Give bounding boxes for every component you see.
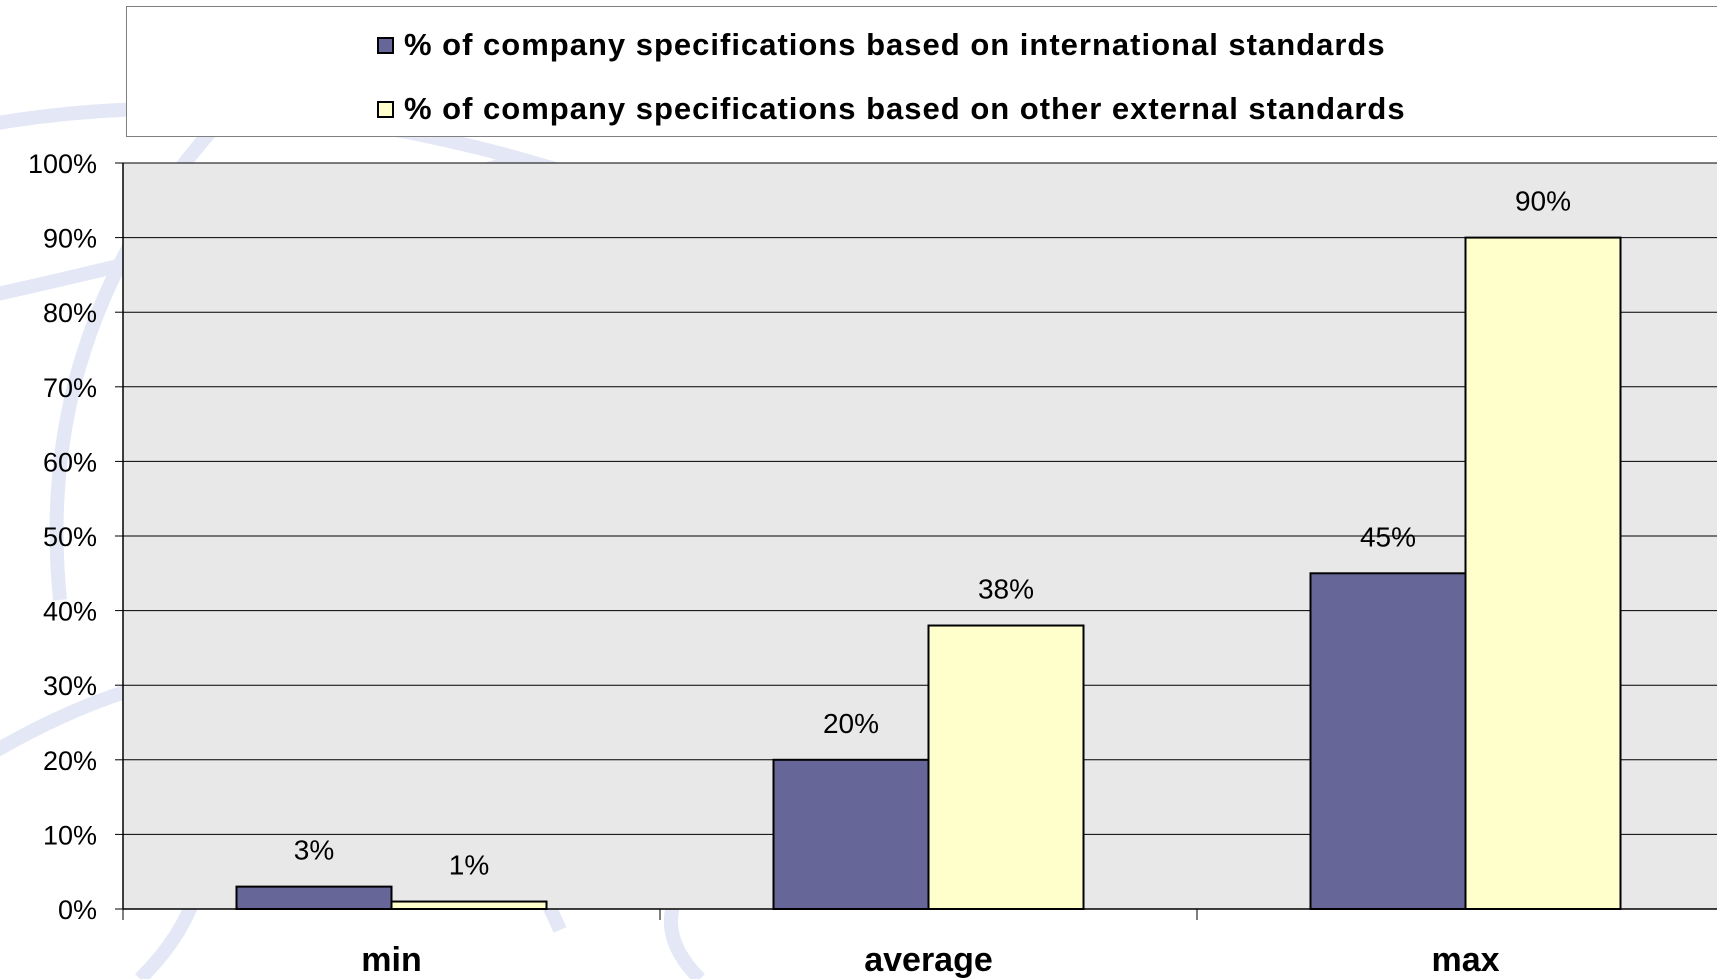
y-tick-label: 100% — [28, 149, 97, 179]
data-label: 90% — [1515, 186, 1571, 217]
data-label: 3% — [294, 835, 334, 866]
bar-max-series-1 — [1309, 572, 1467, 910]
y-tick-label: 40% — [43, 597, 97, 627]
bar-min-series-2 — [390, 900, 548, 910]
legend-item-international: % of company specifications based on int… — [377, 27, 1386, 63]
legend-swatch-external — [377, 100, 394, 118]
bar-min-series-1 — [235, 885, 393, 910]
y-tick-label: 10% — [43, 820, 97, 850]
legend-label-external: % of company specifications based on oth… — [404, 91, 1406, 126]
legend-swatch-international — [377, 36, 394, 54]
y-tick-label: 70% — [43, 373, 97, 403]
x-tick-label: max — [1431, 941, 1499, 979]
bar-average-series-1 — [772, 758, 930, 910]
data-label: 20% — [823, 708, 879, 739]
y-tick-label: 0% — [58, 895, 97, 925]
legend-item-external: % of company specifications based on oth… — [377, 91, 1406, 127]
y-tick-label: 50% — [43, 522, 97, 552]
data-label: 38% — [978, 574, 1034, 605]
chart-legend: % of company specifications based on int… — [126, 6, 1717, 137]
bar-max-series-2 — [1464, 236, 1622, 911]
data-label: 45% — [1360, 521, 1416, 552]
y-tick-label: 20% — [43, 746, 97, 776]
y-tick-label: 60% — [43, 447, 97, 477]
bar-average-series-2 — [927, 624, 1085, 911]
y-tick-label: 90% — [43, 224, 97, 254]
y-tick-label: 80% — [43, 298, 97, 328]
data-label: 1% — [449, 850, 489, 881]
legend-label-international: % of company specifications based on int… — [404, 27, 1386, 62]
x-tick-label: average — [864, 941, 993, 979]
x-tick-label: min — [361, 941, 421, 979]
y-tick-label: 30% — [43, 671, 97, 701]
